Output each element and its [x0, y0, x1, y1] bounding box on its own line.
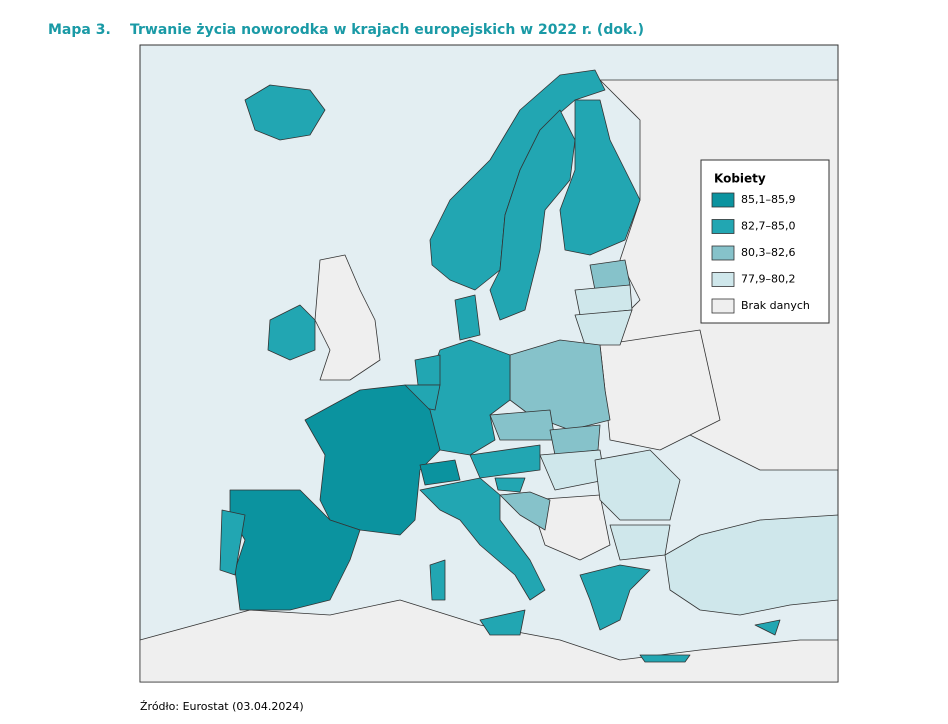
country — [664, 514, 839, 616]
country — [419, 459, 461, 486]
country — [509, 339, 611, 431]
legend-swatch — [711, 219, 735, 234]
country — [594, 449, 681, 521]
country — [219, 509, 246, 576]
legend-box — [700, 159, 830, 324]
country — [529, 494, 611, 561]
country — [479, 609, 526, 636]
country — [314, 254, 381, 381]
legend-label: 77,9–80,2 — [741, 273, 795, 286]
legend: 85,1–85,9 82,7–85,0 80,3–82,6 77,9–80,2 Brak… — [711, 192, 810, 314]
legend-label: 80,3–82,6 — [741, 246, 795, 259]
legend-swatch — [711, 272, 735, 287]
country — [489, 409, 556, 441]
country — [559, 99, 641, 256]
country — [489, 109, 576, 321]
map-title: Trwanie życia noworodka w krajach europe… — [130, 22, 644, 38]
legend-swatch — [711, 245, 735, 261]
country — [494, 477, 526, 493]
country — [229, 489, 361, 611]
country — [574, 309, 633, 346]
country — [639, 654, 691, 663]
country — [754, 619, 781, 636]
source: Źródło: Eurostat (03.04.2024) — [140, 700, 304, 713]
map-label: Mapa 3. — [48, 22, 111, 38]
country — [454, 294, 481, 341]
country — [499, 491, 551, 531]
country — [419, 477, 546, 601]
country — [579, 564, 651, 631]
legend-label: 85,1–85,9 — [741, 193, 795, 206]
country — [304, 384, 441, 536]
country — [469, 444, 541, 479]
legend-label: Brak danych — [741, 299, 810, 312]
country — [429, 559, 446, 601]
legend-title: Kobiety — [714, 172, 766, 186]
legend-swatch — [711, 298, 735, 314]
legend-label: 82,7–85,0 — [741, 220, 795, 233]
country — [609, 524, 671, 561]
legend-swatch — [711, 192, 735, 208]
country — [267, 304, 316, 361]
country — [414, 354, 441, 386]
country — [244, 84, 326, 141]
